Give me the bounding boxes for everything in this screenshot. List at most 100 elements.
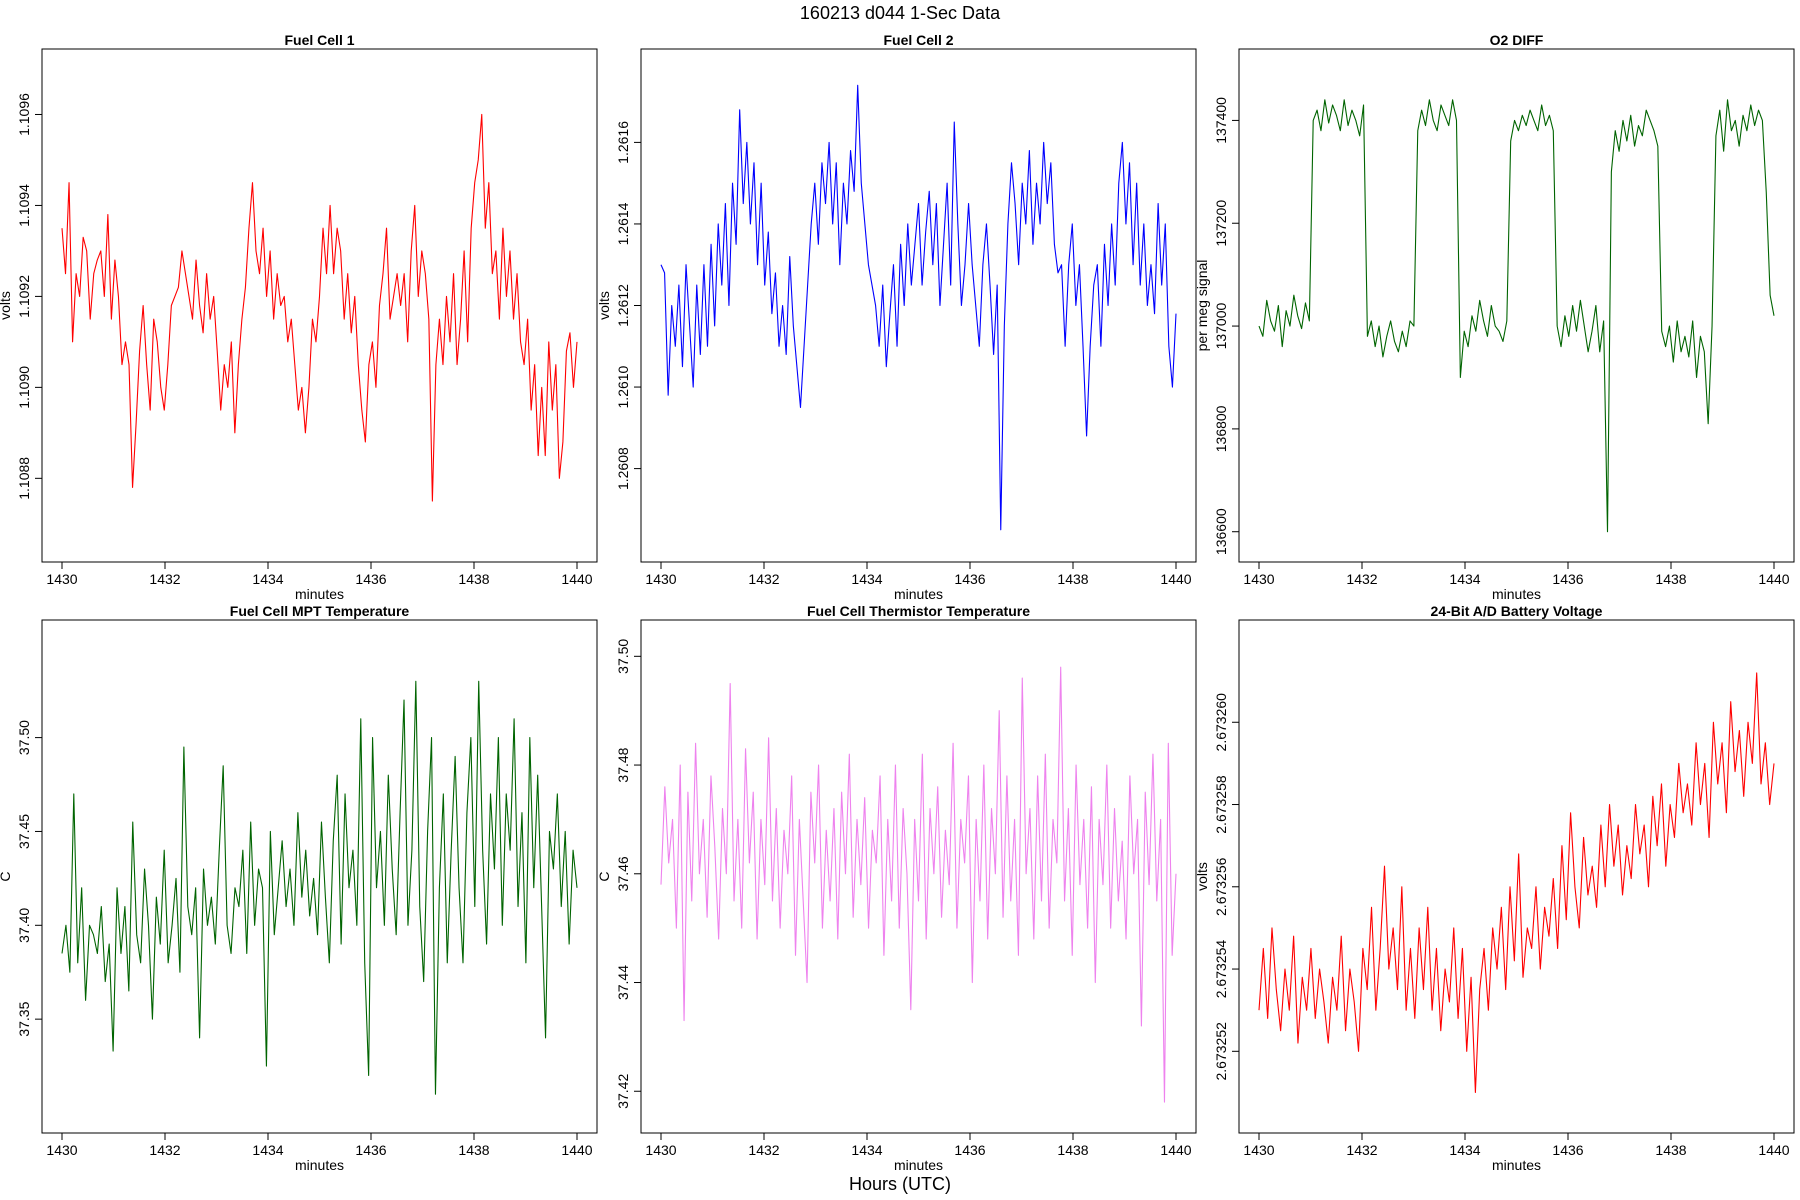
x-tick-label: 1438 xyxy=(1655,571,1686,587)
x-tick-label: 1430 xyxy=(645,571,676,587)
x-tick-label: 1440 xyxy=(1160,1142,1191,1158)
panel-3: O2 DIFF 1430 1432 1434 1436 1438 1440 minutes 13… xyxy=(1194,32,1795,602)
y-tick-label: 137200 xyxy=(1213,200,1229,247)
x-tick-label: 1438 xyxy=(1057,1142,1088,1158)
y-tick-label: 137400 xyxy=(1213,97,1229,144)
y-axis-label: volts xyxy=(596,291,612,320)
y-tick-label: 2.673252 xyxy=(1213,1022,1229,1081)
plot-frame xyxy=(640,48,1197,563)
y-tick-label: 1.2610 xyxy=(615,365,631,408)
panels: Fuel Cell 1 1430 1432 1434 1436 1438 1440 minut… xyxy=(0,32,1795,1173)
x-tick-label: 1430 xyxy=(1243,571,1274,587)
x-tick-label: 1434 xyxy=(851,571,882,587)
y-tick-label: 37.50 xyxy=(615,639,631,674)
y-tick-label: 37.44 xyxy=(615,965,631,1000)
y-tick-label: 2.673258 xyxy=(1213,775,1229,834)
x-tick-label: 1436 xyxy=(1552,1142,1583,1158)
x-tick-label: 1432 xyxy=(149,1142,180,1158)
x-tick-label: 1430 xyxy=(46,1142,77,1158)
y-tick-label: 1.2614 xyxy=(615,202,631,245)
panel-6: 24-Bit A/D Battery Voltage 1430 1432 1434 14… xyxy=(1194,603,1795,1173)
x-axis-label: minutes xyxy=(1492,586,1541,602)
x-tick-label: 1434 xyxy=(1449,571,1480,587)
y-tick-label: 1.1092 xyxy=(16,275,32,318)
series-line xyxy=(1258,99,1775,533)
y-tick-label: 2.673260 xyxy=(1213,693,1229,752)
series-line xyxy=(61,113,578,502)
x-tick-label: 1438 xyxy=(458,1142,489,1158)
panel-title: Fuel Cell 1 xyxy=(284,32,354,48)
y-tick-label: 37.45 xyxy=(16,814,32,849)
y-tick-label: 137000 xyxy=(1213,302,1229,349)
y-tick-label: 136800 xyxy=(1213,405,1229,452)
figure-title: 160213 d044 1-Sec Data xyxy=(800,3,1001,23)
y-tick-label: 136600 xyxy=(1213,508,1229,555)
y-tick-label: 37.46 xyxy=(615,856,631,891)
x-tick-label: 1430 xyxy=(1243,1142,1274,1158)
x-tick-label: 1430 xyxy=(645,1142,676,1158)
plot-frame xyxy=(1238,619,1795,1134)
x-tick-label: 1440 xyxy=(1758,1142,1789,1158)
series-line xyxy=(1258,672,1775,1093)
panel-title: O2 DIFF xyxy=(1490,32,1544,48)
x-tick-label: 1436 xyxy=(355,571,386,587)
x-tick-label: 1440 xyxy=(561,571,592,587)
x-tick-label: 1434 xyxy=(252,571,283,587)
y-tick-label: 1.1094 xyxy=(16,184,32,227)
x-tick-label: 1432 xyxy=(149,571,180,587)
x-tick-label: 1438 xyxy=(1057,571,1088,587)
plot-frame xyxy=(41,48,598,563)
panel-1: Fuel Cell 1 1430 1432 1434 1436 1438 1440 minut… xyxy=(0,32,598,602)
y-axis-label: C xyxy=(596,871,612,881)
series-line xyxy=(660,666,1177,1103)
y-tick-label: 1.2608 xyxy=(615,447,631,490)
y-tick-label: 37.35 xyxy=(16,1001,32,1036)
x-tick-label: 1436 xyxy=(355,1142,386,1158)
x-tick-label: 1430 xyxy=(46,571,77,587)
y-tick-label: 37.48 xyxy=(615,747,631,782)
x-axis-label: minutes xyxy=(894,586,943,602)
panel-title: 24-Bit A/D Battery Voltage xyxy=(1431,603,1603,619)
y-axis-label: per meg signal xyxy=(1194,260,1210,352)
panel-4: Fuel Cell MPT Temperature 1430 1432 1434 143… xyxy=(0,603,598,1173)
y-tick-label: 1.2616 xyxy=(615,121,631,164)
y-tick-label: 37.50 xyxy=(16,720,32,755)
x-tick-label: 1434 xyxy=(1449,1142,1480,1158)
x-tick-label: 1436 xyxy=(954,571,985,587)
x-axis-label: minutes xyxy=(1492,1157,1541,1173)
series-line xyxy=(660,84,1177,531)
y-axis-label: volts xyxy=(1194,862,1210,891)
x-tick-label: 1432 xyxy=(1346,571,1377,587)
y-tick-label: 37.40 xyxy=(16,908,32,943)
x-tick-label: 1432 xyxy=(748,1142,779,1158)
y-axis-label: volts xyxy=(0,291,13,320)
x-tick-label: 1436 xyxy=(954,1142,985,1158)
x-axis-label: minutes xyxy=(894,1157,943,1173)
x-tick-label: 1440 xyxy=(1160,571,1191,587)
panel-5: Fuel Cell Thermistor Temperature 1430 1432… xyxy=(596,603,1197,1173)
x-axis-label: minutes xyxy=(295,586,344,602)
y-tick-label: 1.1090 xyxy=(16,366,32,409)
panel-2: Fuel Cell 2 1430 1432 1434 1436 1438 1440 minut… xyxy=(596,32,1197,602)
x-tick-label: 1434 xyxy=(252,1142,283,1158)
series-line xyxy=(61,680,578,1095)
panel-title: Fuel Cell Thermistor Temperature xyxy=(807,603,1030,619)
y-tick-label: 1.1096 xyxy=(16,93,32,136)
y-tick-label: 2.673254 xyxy=(1213,940,1229,999)
x-tick-label: 1440 xyxy=(1758,571,1789,587)
y-tick-label: 2.673256 xyxy=(1213,857,1229,916)
panel-title: Fuel Cell MPT Temperature xyxy=(230,603,410,619)
x-tick-label: 1438 xyxy=(1655,1142,1686,1158)
x-tick-label: 1434 xyxy=(851,1142,882,1158)
y-tick-label: 1.1088 xyxy=(16,457,32,500)
y-axis-label: C xyxy=(0,871,13,881)
x-tick-label: 1432 xyxy=(748,571,779,587)
x-axis-label: minutes xyxy=(295,1157,344,1173)
y-tick-label: 1.2612 xyxy=(615,284,631,327)
panel-title: Fuel Cell 2 xyxy=(883,32,953,48)
x-tick-label: 1440 xyxy=(561,1142,592,1158)
y-tick-label: 37.42 xyxy=(615,1074,631,1109)
x-tick-label: 1432 xyxy=(1346,1142,1377,1158)
x-tick-label: 1438 xyxy=(458,571,489,587)
